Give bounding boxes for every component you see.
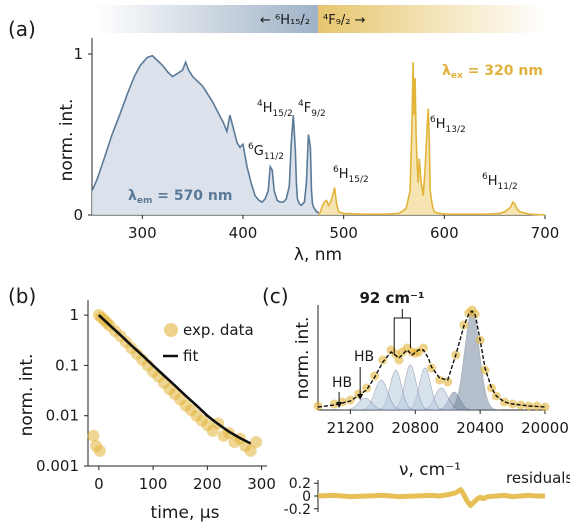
panel-b-ylabel: norm. int. [17,354,37,437]
panel-c-residuals-area: 0.20-0.2 [284,476,545,518]
header-bar-right-label: ⁴F₉/₂ → [323,13,366,28]
panel-b-ytick-label: 1 [69,306,79,324]
term-annotation: 4H15/2 [257,99,293,119]
header-bar-left [95,5,318,33]
data-point [250,436,263,449]
panel-a-plot-area: 300 400 500 600 700 0 1 λem = 570 nm λex = 320 n… [73,38,559,242]
residuals-ytick-label: 0.2 [289,476,311,492]
panel-c-zero-phonon-line: (c) norm. int. ν, cm⁻¹ residuals 92 cm⁻¹… [262,284,570,518]
spectrum-point [435,375,445,385]
panel-a-ytick-label: 0 [73,206,83,224]
panel-c-xlabel: ν, cm⁻¹ [399,460,461,480]
panel-b-label: (b) [8,284,36,308]
data-point [87,429,100,442]
spectrum-point [394,355,404,365]
spectrum-point [418,343,428,353]
emission-spectrum-fill [318,62,545,215]
panel-a-ytick-label: 1 [73,45,83,63]
legend-label-fit: fit [183,347,198,365]
panel-b-plot-area: 0 100 200 300 1 0.1 0.01 0.001 exp. data fit [36,300,276,493]
panel-c-label: (c) [262,284,289,308]
excitation-spectrum-line [91,54,320,214]
spectrum-point [540,402,550,412]
spectrum-point [313,401,323,411]
panel-a-emission-excitation-spectra: (a) ← ⁶H₁₅/₂ ⁴F₉/₂ → norm. int. λ, nm 30… [8,5,559,265]
panel-a-xtick-label: 500 [329,224,358,242]
header-bar-left-label: ← ⁶H₁₅/₂ [260,13,310,28]
emission-spectrum-line [317,62,546,216]
legend-label-data: exp. data [183,321,254,339]
panel-b-xtick-label: 0 [94,475,104,493]
fit-envelope [317,309,546,408]
residuals-line [317,487,545,509]
panel-a-xtick-label: 600 [430,224,459,242]
residuals-ytick-label: 0 [302,489,311,505]
excitation-series-label: λem = 570 nm [128,188,232,206]
spectrum-point [486,383,496,393]
residuals-ytick-label: -0.2 [284,502,311,518]
spectrum-point [443,377,453,387]
spectrum-point [516,400,526,410]
fit-line [97,314,252,445]
hb-label-2: HB [354,349,374,365]
panel-a-xtick-label: 400 [229,224,258,242]
panel-b-ytick-label: 0.01 [46,407,79,425]
term-annotation: 6H13/2 [430,115,466,135]
panel-c-xtick-label: 20400 [456,419,504,437]
emission-series-label: λex = 320 nm [442,63,543,81]
spectrum-point [378,355,388,365]
panel-b-xtick-label: 200 [193,475,222,493]
residuals-label: residuals [506,469,570,487]
spectrum-point [329,399,339,409]
panel-b-decay-kinetics: (b) norm. int. time, μs 0 100 200 300 1 0.1 0.… [8,284,276,522]
panel-c-xtick-label: 21200 [327,419,375,437]
fit-component [339,397,390,411]
legend-marker-data [164,323,178,337]
panel-a-xlabel: λ, nm [294,245,342,265]
spectrum-point [345,395,355,405]
panel-b-xtick-label: 300 [247,475,276,493]
hb-arrowhead-2 [357,394,364,400]
bracket-label-92: 92 cm⁻¹ [359,289,424,307]
hb-label-1: HB [332,375,352,391]
spectrum-point [362,383,372,393]
panel-b-xtick-label: 100 [139,475,168,493]
excitation-spectrum-fill [92,55,319,216]
panel-a-xtick-label: 700 [531,224,560,242]
panel-a-label: (a) [8,17,36,41]
data-point [93,444,106,457]
panel-c-ylabel: norm. int. [293,317,313,400]
term-annotation: 4F9/2 [298,99,326,119]
term-annotation: 6H11/2 [482,172,518,192]
panel-c-xtick-label: 20800 [391,419,439,437]
panel-b-xlabel: time, μs [151,503,220,522]
panel-b-ytick-label: 0.001 [36,457,79,475]
term-annotation: 6G11/2 [248,142,284,162]
panel-a-ylabel: norm. int. [57,99,77,182]
hb-arrowhead-1 [336,402,343,408]
term-annotation: 6H15/2 [333,165,369,185]
data-point [244,444,257,457]
panel-c-xtick-label: 20000 [521,419,569,437]
header-bar-right [318,5,546,33]
panel-a-xtick-label: 300 [128,224,157,242]
panel-b-ytick-label: 0.1 [55,356,79,374]
